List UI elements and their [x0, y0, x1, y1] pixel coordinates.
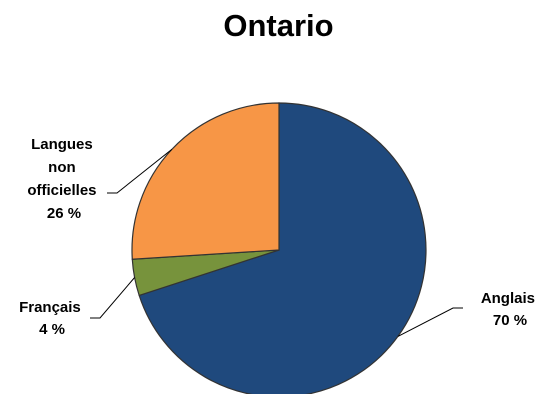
label-langues-non-officielles: Langues non officielles 26 % [27, 136, 100, 222]
label-anglais: Anglais 70 % [481, 290, 539, 329]
leader-lines [90, 149, 463, 337]
chart-title: Ontario [223, 8, 334, 43]
label-francais: Français 4 % [19, 299, 85, 338]
slice-langues-non-officielles [131, 102, 280, 260]
leader-line-anglais [397, 307, 463, 337]
leader-line-langues-non-officielles [107, 149, 173, 194]
leader-line-francais [90, 277, 135, 319]
pie-slices [131, 102, 427, 394]
